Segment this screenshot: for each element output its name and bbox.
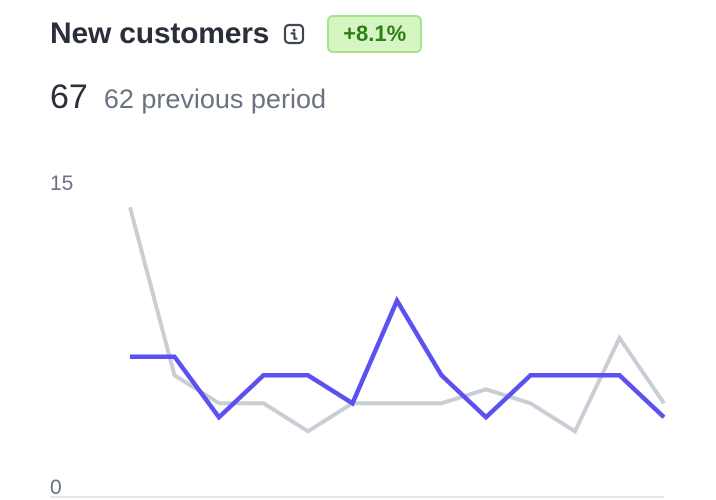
series-line-current [130,295,666,421]
card-title: New customers [50,17,270,50]
y-tick-max-label: 15 [50,172,73,195]
series-layer [128,206,666,435]
previous-period-label: 62 previous period [103,84,326,114]
info-icon[interactable] [283,23,305,45]
y-tick-min-label: 0 [50,476,62,499]
current-value: 67 [50,78,88,116]
metrics-row: 67 62 previous period [50,78,326,117]
change-badge: +8.1% [327,15,423,53]
series-line-previous [128,206,666,435]
card-header: New customers +8.1% [50,14,423,54]
